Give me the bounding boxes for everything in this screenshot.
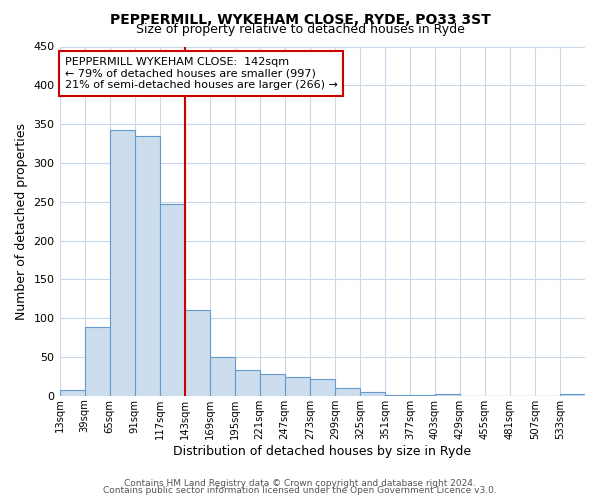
Bar xyxy=(285,377,310,396)
Bar xyxy=(59,390,85,396)
Bar xyxy=(435,394,460,396)
Y-axis label: Number of detached properties: Number of detached properties xyxy=(15,122,28,320)
Text: Size of property relative to detached houses in Ryde: Size of property relative to detached ho… xyxy=(136,24,464,36)
Bar xyxy=(310,380,335,396)
Bar xyxy=(560,394,585,396)
Bar xyxy=(235,370,260,396)
Text: Contains public sector information licensed under the Open Government Licence v3: Contains public sector information licen… xyxy=(103,486,497,495)
Bar xyxy=(110,130,134,396)
Bar xyxy=(185,310,209,396)
Text: Contains HM Land Registry data © Crown copyright and database right 2024.: Contains HM Land Registry data © Crown c… xyxy=(124,478,476,488)
Bar xyxy=(385,395,410,396)
Bar xyxy=(85,326,110,396)
Text: PEPPERMILL WYKEHAM CLOSE:  142sqm
← 79% of detached houses are smaller (997)
21%: PEPPERMILL WYKEHAM CLOSE: 142sqm ← 79% o… xyxy=(65,57,338,90)
Bar xyxy=(134,136,160,396)
Bar xyxy=(360,392,385,396)
Bar xyxy=(410,395,435,396)
Text: PEPPERMILL, WYKEHAM CLOSE, RYDE, PO33 3ST: PEPPERMILL, WYKEHAM CLOSE, RYDE, PO33 3S… xyxy=(110,12,490,26)
Bar xyxy=(209,357,235,396)
Bar xyxy=(160,204,185,396)
X-axis label: Distribution of detached houses by size in Ryde: Distribution of detached houses by size … xyxy=(173,444,472,458)
Bar xyxy=(260,374,285,396)
Bar xyxy=(335,388,360,396)
